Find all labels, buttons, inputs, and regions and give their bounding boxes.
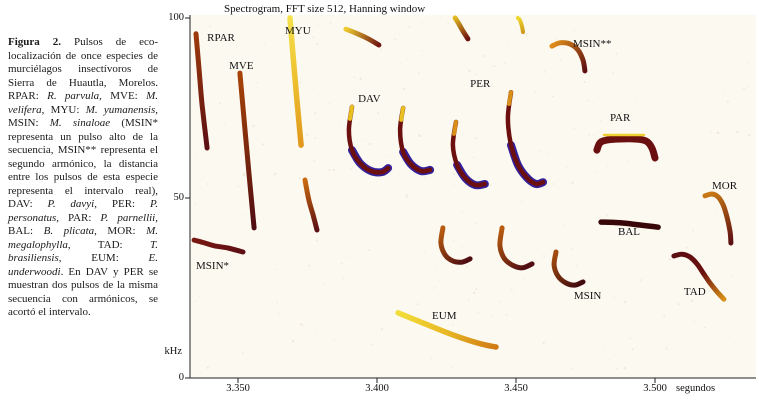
pulse-rpar-main	[193, 31, 210, 151]
pulse-eum-main	[395, 310, 499, 350]
pulse-msin-main	[551, 249, 586, 288]
caption-segment: M. sinaloae	[49, 117, 111, 129]
pulse-msin-pulse-2	[497, 225, 535, 271]
caption-segment: , MOR:	[94, 225, 147, 237]
pulse-unlabeled-a-main	[343, 26, 382, 48]
pulse-per-main-1	[450, 119, 488, 188]
pulse-per-tip-1	[452, 120, 458, 136]
pulse-par-main	[593, 135, 659, 162]
caption-segment: T. brasiliensis	[8, 238, 158, 265]
pulse-msin-pulse-1	[438, 225, 473, 265]
caption-segment: B. plicata	[43, 225, 95, 237]
pulse-msinss-main	[549, 40, 588, 74]
pulse-msins-main	[191, 237, 246, 255]
caption-segment: , PER:	[94, 198, 150, 210]
pulse-mor-main	[702, 191, 734, 246]
caption-segment: , MSIN:	[8, 103, 158, 130]
caption-segment: Figura 2.	[8, 36, 62, 48]
figure-caption: Figura 2. Pulsos de eco-localización de …	[8, 36, 158, 320]
caption-segment: (MSIN* representa un pulso alto de la se…	[8, 117, 158, 210]
plot-background	[190, 15, 756, 378]
pulse-unlabeled-b-main	[452, 15, 471, 42]
caption-segment: E. underwoodi	[8, 252, 158, 278]
caption-segment: , PAR:	[56, 211, 101, 224]
pulse-per-tip-2	[507, 90, 513, 106]
caption-segment: , BAL:	[8, 211, 158, 238]
pulse-dav-main-2	[397, 105, 433, 174]
pulse-mve-main	[237, 70, 257, 231]
caption-segment: M. velifera	[8, 90, 158, 116]
pulse-tad-main	[671, 251, 727, 302]
pulse-unlabeled-c-main	[515, 16, 525, 34]
caption-segment: , MYU:	[41, 103, 86, 116]
pulse-per-main-2	[505, 89, 546, 187]
pulse-traces	[191, 15, 734, 350]
caption-segment: , TAD:	[67, 238, 150, 251]
pulse-myu-lower	[302, 177, 320, 233]
pulse-bal-main	[598, 219, 661, 230]
caption-segment: , EUM:	[58, 252, 149, 264]
caption-segment: Pulsos de eco-localización de once espec…	[8, 36, 159, 102]
axes	[185, 15, 756, 383]
chart-title: Spectrogram, FFT size 512, Hanning windo…	[224, 3, 426, 15]
caption-segment: P. personatus	[8, 198, 159, 224]
caption-segment: M. yumanensis	[85, 103, 156, 116]
caption-segment: R. parvula	[47, 90, 100, 102]
pulse-dav-tip-2	[399, 106, 406, 122]
caption-segment: P. parnellii	[100, 211, 156, 224]
caption-segment: P. davyi	[47, 198, 95, 210]
pulse-dav-main-1	[346, 104, 391, 175]
pulse-myu-upper	[287, 15, 304, 148]
caption-segment: M. megalophylla	[8, 225, 159, 251]
caption-segment: . En DAV y PER se muestran dos pulsos de…	[8, 265, 158, 319]
caption-segment: , MVE:	[99, 90, 147, 102]
pulse-dav-tip-1	[348, 104, 354, 121]
